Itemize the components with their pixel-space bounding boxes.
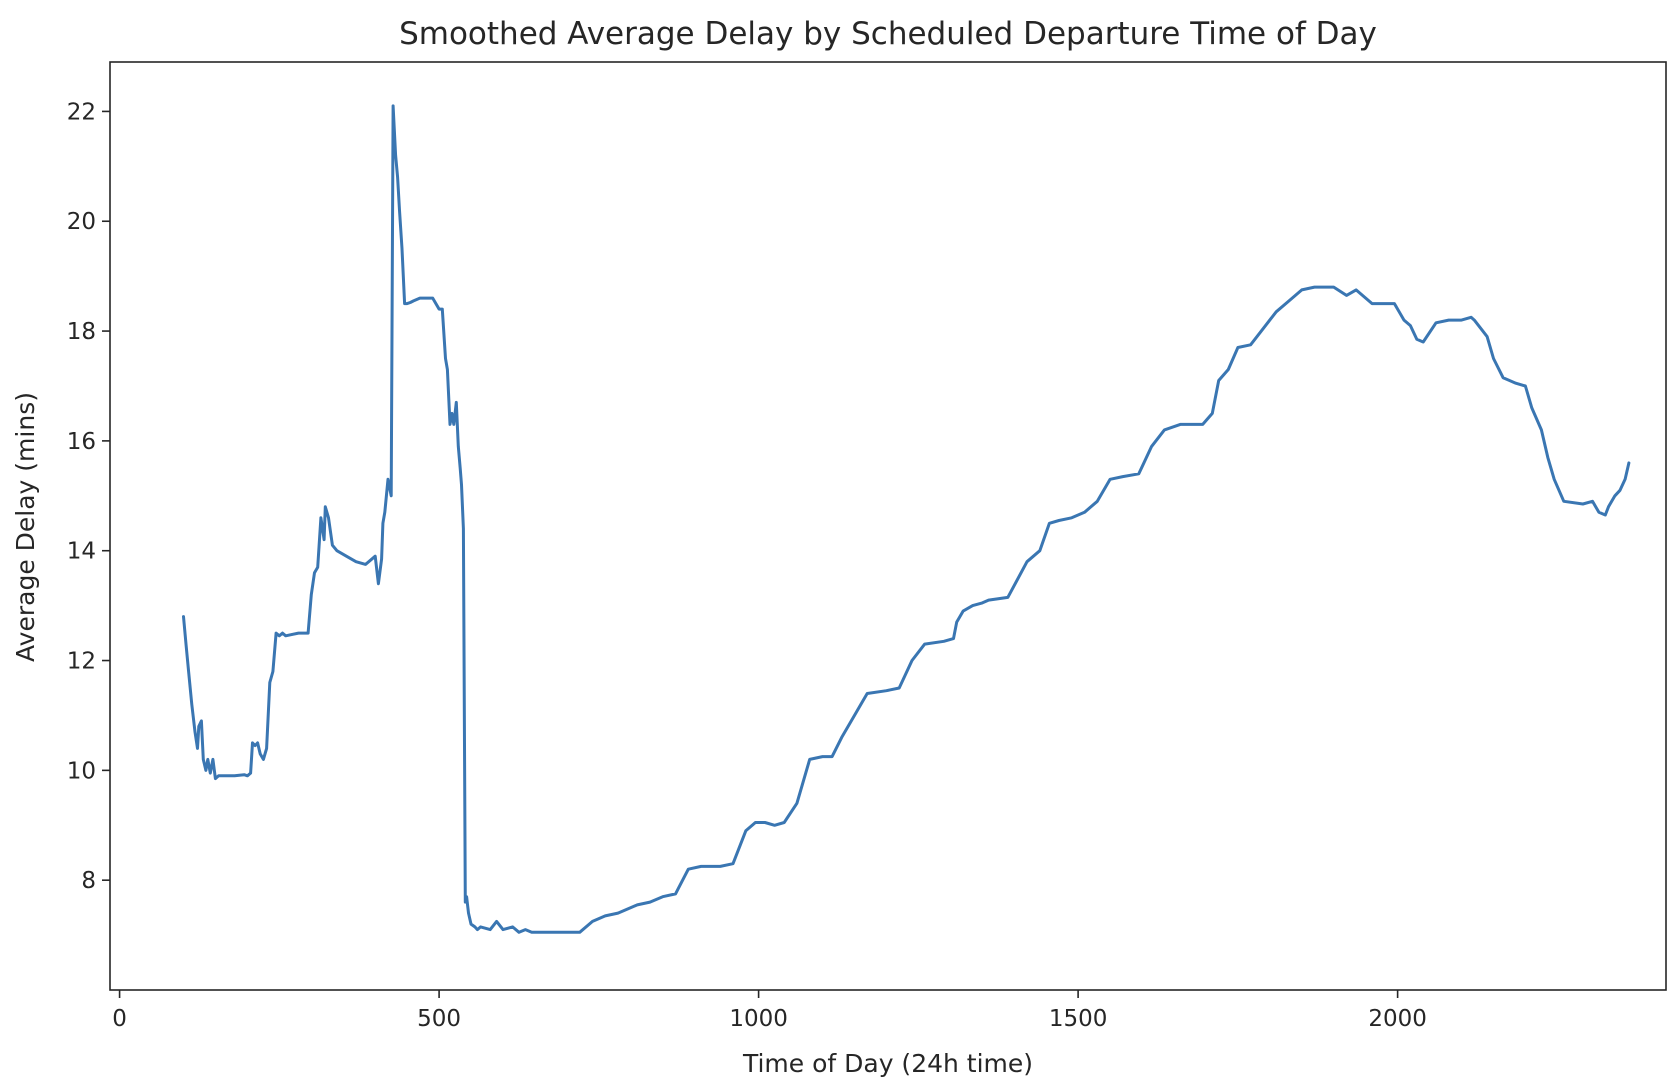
- tick-layer: 0 500 1000 1500 2000 8 10 12 14 16 18 20 22: [67, 99, 1427, 1032]
- y-tick-label: 16: [67, 429, 96, 455]
- x-axis-label: Time of Day (24h time): [742, 1049, 1033, 1078]
- y-axis-label: Average Delay (mins): [11, 392, 40, 662]
- y-tick-label: 14: [67, 539, 96, 565]
- y-tick-label: 20: [67, 209, 96, 235]
- chart-title: Smoothed Average Delay by Scheduled Depa…: [399, 16, 1377, 52]
- plot-frame: [109, 61, 1667, 991]
- y-tick-label: 18: [67, 319, 96, 345]
- x-tick-label: 0: [112, 1006, 127, 1032]
- x-tick-label: 1500: [1049, 1006, 1108, 1032]
- x-tick-label: 1000: [729, 1006, 788, 1032]
- y-tick-label: 12: [67, 649, 96, 675]
- x-tick-label: 2000: [1368, 1006, 1427, 1032]
- series-line: [182, 104, 1631, 934]
- y-tick-label: 22: [67, 99, 96, 125]
- y-tick-label: 10: [67, 758, 96, 784]
- x-tick-label: 500: [417, 1006, 461, 1032]
- series-layer: [182, 104, 1631, 934]
- y-tick-label: 8: [81, 868, 96, 894]
